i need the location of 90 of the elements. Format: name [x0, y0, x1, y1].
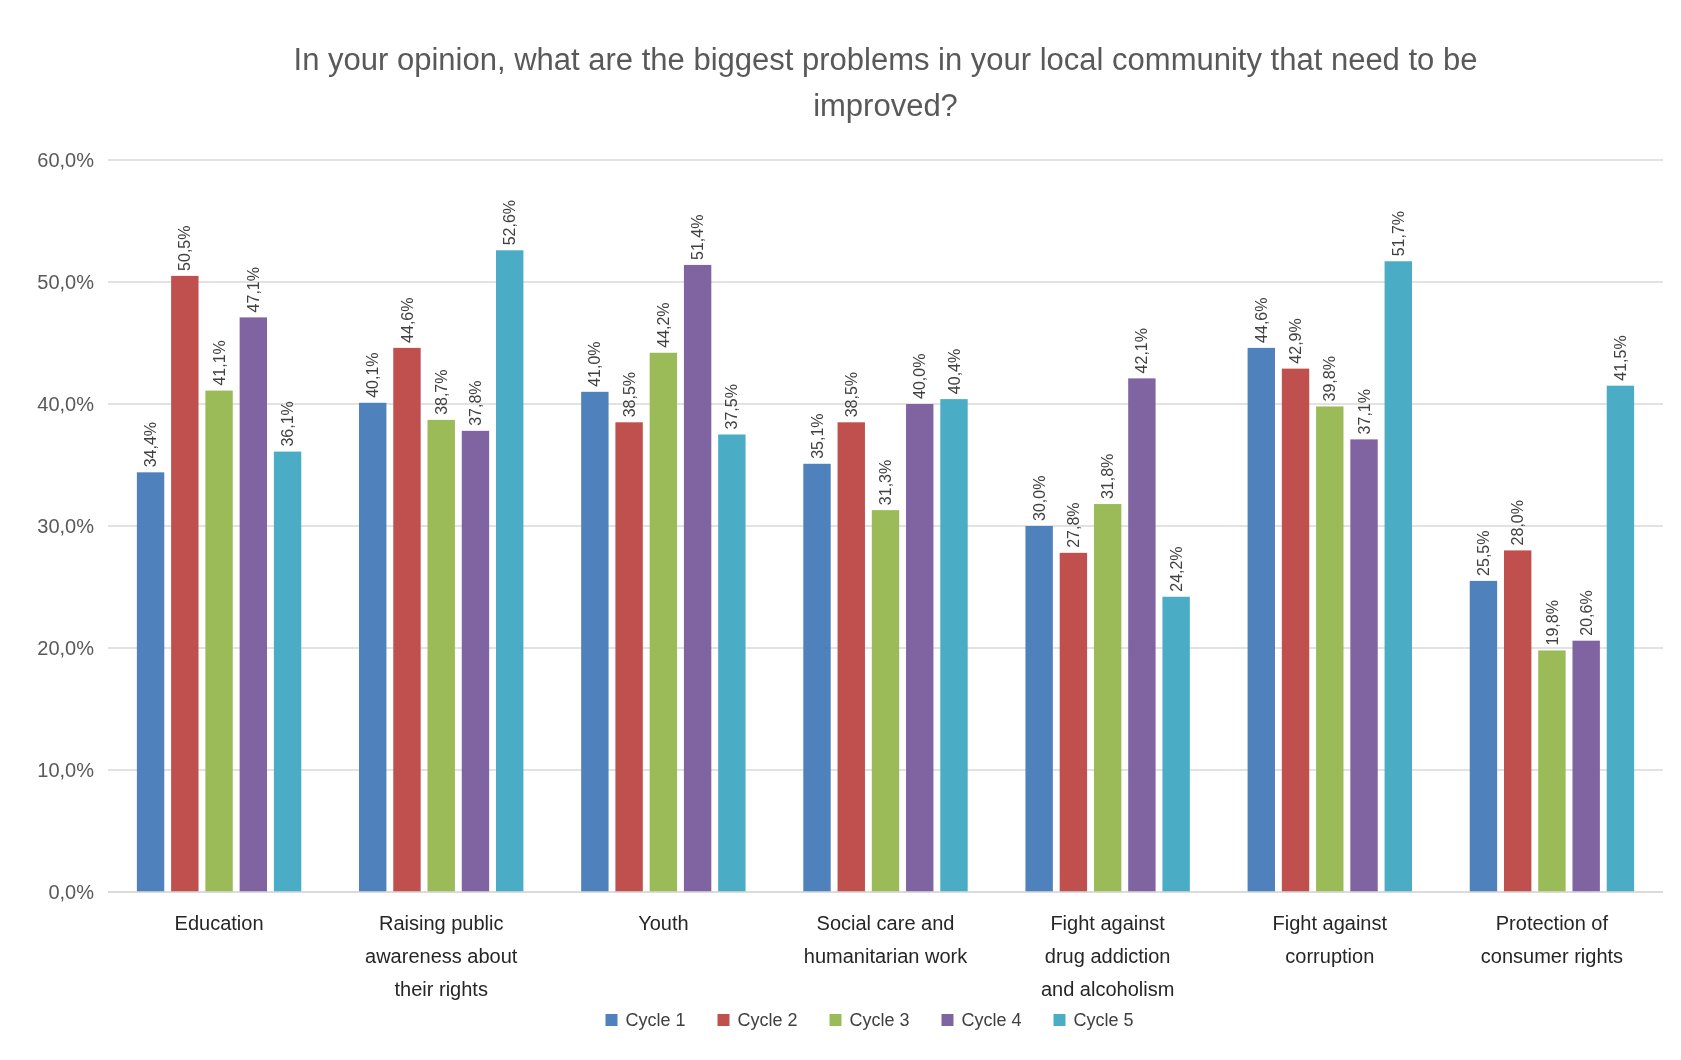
data-label: 35,1% [808, 413, 826, 459]
data-label: 50,5% [176, 225, 194, 271]
data-label: 37,8% [467, 380, 485, 426]
y-tick-label: 0,0% [48, 881, 95, 903]
data-label: 42,9% [1287, 318, 1305, 364]
legend-label: Cycle 2 [737, 1010, 798, 1030]
data-label: 36,1% [279, 401, 297, 447]
bar [1025, 526, 1053, 892]
bar [837, 422, 865, 892]
y-tick-label: 40,0% [37, 393, 95, 415]
data-label: 38,7% [432, 369, 450, 415]
legend-label: Cycle 1 [625, 1010, 686, 1030]
bar [427, 419, 455, 892]
x-tick-label: Fight against drug addiction and alcoholism [1040, 912, 1175, 1000]
data-label: 34,4% [142, 421, 160, 468]
bar [461, 430, 490, 892]
y-tick-label: 30,0% [37, 515, 95, 537]
data-label: 37,1% [1355, 389, 1373, 435]
bar [718, 434, 746, 892]
bar [393, 347, 421, 892]
data-label: 47,1% [244, 267, 262, 313]
bar [683, 264, 712, 892]
data-label: 31,8% [1099, 453, 1117, 500]
bar [136, 472, 165, 892]
data-label: 40,1% [364, 352, 382, 398]
x-tick-label: Raising public awareness about their rights [365, 912, 518, 1000]
bar [1503, 550, 1532, 892]
bar [1247, 347, 1275, 892]
bar [1059, 552, 1088, 892]
data-label: 40,0% [911, 353, 929, 399]
x-tick-label: Youth [638, 912, 689, 934]
data-label: 44,2% [654, 302, 672, 348]
x-tick-label: Protection of consumer rights [1480, 912, 1624, 967]
data-label: 44,6% [398, 297, 416, 343]
y-tick-label: 10,0% [37, 759, 95, 781]
bar [1128, 378, 1156, 892]
data-label: 28,0% [1509, 500, 1527, 546]
y-tick-label: 60,0% [37, 149, 95, 171]
data-label: 27,8% [1065, 502, 1082, 548]
bar [273, 451, 302, 892]
x-tick-label: Fight against corruption [1272, 912, 1388, 967]
data-label: 51,7% [1389, 210, 1407, 257]
y-tick-label: 20,0% [37, 637, 95, 659]
bar [359, 402, 387, 892]
data-label: 44,6% [1252, 297, 1270, 343]
data-label: 20,6% [1577, 590, 1595, 636]
data-label: 38,5% [620, 371, 638, 418]
bar [906, 404, 934, 892]
bar [1469, 580, 1498, 892]
legend-label: Cycle 5 [1073, 1010, 1134, 1030]
data-label: 52,6% [501, 199, 519, 246]
bar [1316, 406, 1344, 892]
bar [803, 463, 831, 892]
legend-label: Cycle 4 [961, 1010, 1022, 1030]
bar [1384, 261, 1412, 892]
bar [171, 275, 199, 892]
bar [1350, 439, 1378, 892]
bar [1606, 385, 1635, 892]
data-label: 41,1% [210, 340, 228, 386]
data-label: 41,5% [1612, 335, 1630, 381]
data-label: 24,2% [1167, 546, 1185, 592]
data-label: 37,5% [723, 384, 741, 430]
bar [940, 399, 968, 892]
bar [496, 250, 524, 892]
data-label: 31,3% [877, 459, 895, 506]
x-tick-label: Social care and humanitarian work [803, 912, 969, 967]
bar [1538, 650, 1566, 892]
y-tick-label: 50,0% [37, 271, 95, 293]
data-label: 42,1% [1133, 328, 1151, 374]
bar [649, 352, 678, 892]
data-label: 25,5% [1475, 530, 1493, 576]
x-tick-label: Education [174, 912, 264, 934]
data-label: 41,0% [586, 341, 604, 387]
bar [1162, 596, 1190, 892]
legend-label: Cycle 3 [849, 1010, 910, 1030]
data-label: 51,4% [689, 214, 707, 260]
data-label: 30,0% [1030, 475, 1048, 521]
bar [205, 390, 233, 892]
data-label: 19,8% [1543, 600, 1561, 646]
bar [1093, 504, 1122, 892]
data-label: 38,5% [842, 371, 860, 418]
bar [581, 391, 609, 892]
data-label: 40,4% [945, 348, 963, 395]
bar [1281, 368, 1310, 892]
bar [239, 317, 268, 892]
data-label: 39,8% [1321, 356, 1339, 402]
chart-title: In your opinion, what are the biggest problems in your local community that need to be improved? [293, 42, 1478, 123]
bar [871, 510, 900, 892]
bar [1572, 640, 1600, 892]
bar [615, 422, 643, 892]
